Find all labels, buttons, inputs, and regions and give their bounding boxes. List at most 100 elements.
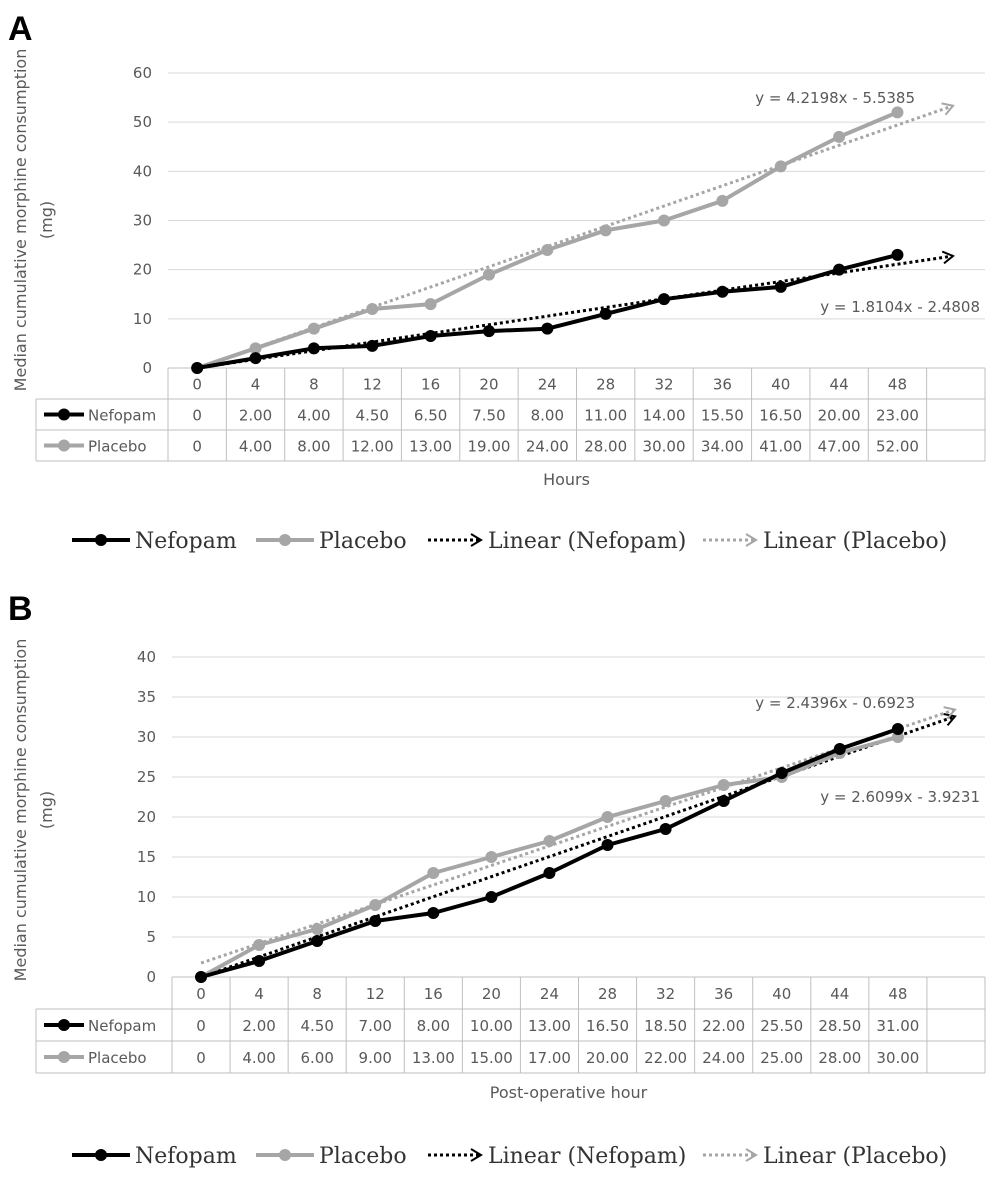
table-cell: 24.00: [702, 1049, 745, 1067]
data-point-placebo: [424, 298, 437, 311]
x-tick-label: 36: [713, 376, 732, 394]
table-cell: 52.00: [876, 438, 919, 456]
table-cell: 18.50: [644, 1017, 687, 1035]
y-axis-title: Median cumulative morphine consumption (m…: [11, 49, 56, 392]
x-tick-label: 36: [714, 985, 733, 1003]
x-axis-title: Post-operative hour: [490, 1083, 648, 1102]
x-tick-label: 16: [424, 985, 443, 1003]
data-point-placebo: [599, 224, 612, 237]
table-cell: 8.00: [531, 407, 564, 425]
data-point-nefopam: [424, 330, 437, 343]
y-tick-label: 60: [133, 64, 152, 82]
data-point-nefopam: [716, 285, 729, 298]
trendline-equation: y = 2.4396x - 0.6923: [755, 694, 915, 712]
table-cell: 2.00: [239, 407, 272, 425]
legend-label: Linear (Placebo): [763, 1144, 947, 1169]
table-cell: 47.00: [818, 438, 861, 456]
table-cell: 15.50: [701, 407, 744, 425]
y-tick-label: 10: [137, 888, 156, 906]
data-point-nefopam: [195, 971, 208, 983]
table-cell: 22.00: [702, 1017, 745, 1035]
data-point-placebo: [717, 779, 730, 791]
data-point-placebo: [427, 867, 440, 879]
data-point-nefopam: [482, 325, 495, 338]
x-tick-label: 40: [772, 985, 791, 1003]
table-cell: 2.00: [242, 1017, 275, 1035]
x-tick-label: 48: [888, 985, 907, 1003]
data-point-placebo: [541, 244, 554, 256]
legend-label: Placebo: [319, 529, 407, 554]
table-row-label: Placebo: [88, 438, 147, 456]
data-point-placebo: [658, 214, 671, 227]
table-cell: 13.00: [528, 1017, 571, 1035]
table-cell: 20.00: [586, 1049, 629, 1067]
legend: Nefopam Placebo Linear (Nefopam) Linear (Pl…: [72, 1144, 947, 1169]
y-tick-label: 5: [146, 928, 156, 946]
data-point-placebo: [833, 130, 846, 143]
y-tick-label: 30: [133, 212, 152, 230]
data-point-placebo: [485, 851, 498, 863]
table-cell: 11.00: [584, 407, 627, 425]
table-cell: 7.00: [359, 1017, 392, 1035]
data-point-nefopam: [717, 795, 730, 807]
x-tick-label: 4: [251, 376, 261, 394]
data-point-nefopam: [253, 955, 266, 967]
y-tick-label: 0: [142, 359, 152, 377]
data-point-nefopam: [658, 293, 671, 306]
data-point-nefopam: [543, 867, 556, 879]
table-cell: 12.00: [351, 438, 394, 456]
legend-label: Nefopam: [135, 529, 237, 554]
table-legend-key-marker: [58, 1051, 70, 1063]
table-cell: 31.00: [876, 1017, 919, 1035]
legend-label: Linear (Placebo): [763, 529, 947, 554]
x-tick-label: 28: [596, 376, 615, 394]
x-tick-label: 4: [254, 985, 264, 1003]
x-tick-label: 24: [540, 985, 559, 1003]
data-point-nefopam: [774, 280, 787, 293]
table-cell: 0: [196, 1017, 206, 1035]
x-tick-label: 8: [309, 376, 319, 394]
table-cell: 10.00: [470, 1017, 513, 1035]
table-cell: 24.00: [526, 438, 569, 456]
y-tick-label: 10: [133, 310, 152, 328]
data-point-placebo: [543, 835, 556, 847]
table-cell: 28.00: [818, 1049, 861, 1067]
table-cell: 28.50: [818, 1017, 861, 1035]
y-tick-label: 30: [137, 728, 156, 746]
trendline-equation: y = 2.6099x - 3.9231: [820, 788, 980, 806]
legend-label: Nefopam: [135, 1144, 237, 1169]
table-cell: 0: [196, 1049, 206, 1067]
table-cell: 6.50: [414, 407, 447, 425]
data-point-nefopam: [891, 248, 904, 261]
data-point-nefopam: [601, 839, 614, 851]
data-point-placebo: [716, 194, 729, 207]
legend-key-marker: [279, 1149, 291, 1161]
data-point-nefopam: [485, 891, 498, 903]
legend-key-marker: [279, 534, 291, 546]
x-tick-label: 28: [598, 985, 617, 1003]
y-tick-label: 15: [137, 848, 156, 866]
y-axis-title-line: (mg): [37, 791, 56, 829]
x-tick-label: 40: [771, 376, 790, 394]
table-legend-key-marker: [58, 408, 70, 421]
x-tick-label: 0: [196, 985, 206, 1003]
table-cell: 13.00: [412, 1049, 455, 1067]
table-cell: 30.00: [643, 438, 686, 456]
x-tick-label: 12: [363, 376, 382, 394]
table-cell: 4.00: [297, 407, 330, 425]
data-point-placebo: [601, 811, 614, 823]
table-row-label: Placebo: [88, 1049, 147, 1067]
data-point-placebo: [774, 160, 787, 173]
x-tick-label: 20: [479, 376, 498, 394]
x-tick-label: 32: [654, 376, 673, 394]
x-tick-label: 24: [538, 376, 557, 394]
table-legend-key-marker: [58, 439, 70, 452]
table-cell: 7.50: [472, 407, 505, 425]
y-axis-title-line: (mg): [37, 201, 56, 239]
trendline-equation: y = 1.8104x - 2.4808: [820, 298, 980, 316]
y-axis-title-line: Median cumulative morphine consumption: [11, 639, 30, 982]
table-cell: 22.00: [644, 1049, 687, 1067]
x-tick-label: 44: [830, 985, 849, 1003]
data-point-nefopam: [775, 767, 788, 779]
